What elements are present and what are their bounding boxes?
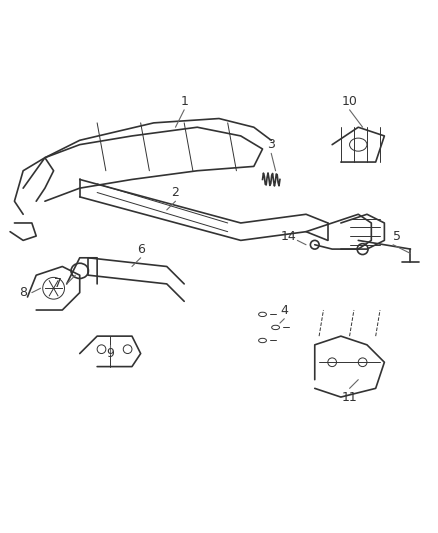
Text: 4: 4	[280, 303, 288, 317]
Text: 11: 11	[342, 391, 357, 403]
Text: 7: 7	[54, 277, 62, 290]
Text: 9: 9	[106, 347, 114, 360]
Text: 1: 1	[180, 95, 188, 108]
Text: 3: 3	[267, 138, 275, 151]
Text: 8: 8	[19, 286, 27, 299]
Text: 14: 14	[281, 230, 297, 243]
Text: 2: 2	[172, 186, 180, 199]
Text: 6: 6	[137, 243, 145, 256]
Text: 10: 10	[342, 95, 357, 108]
Text: 5: 5	[393, 230, 402, 243]
